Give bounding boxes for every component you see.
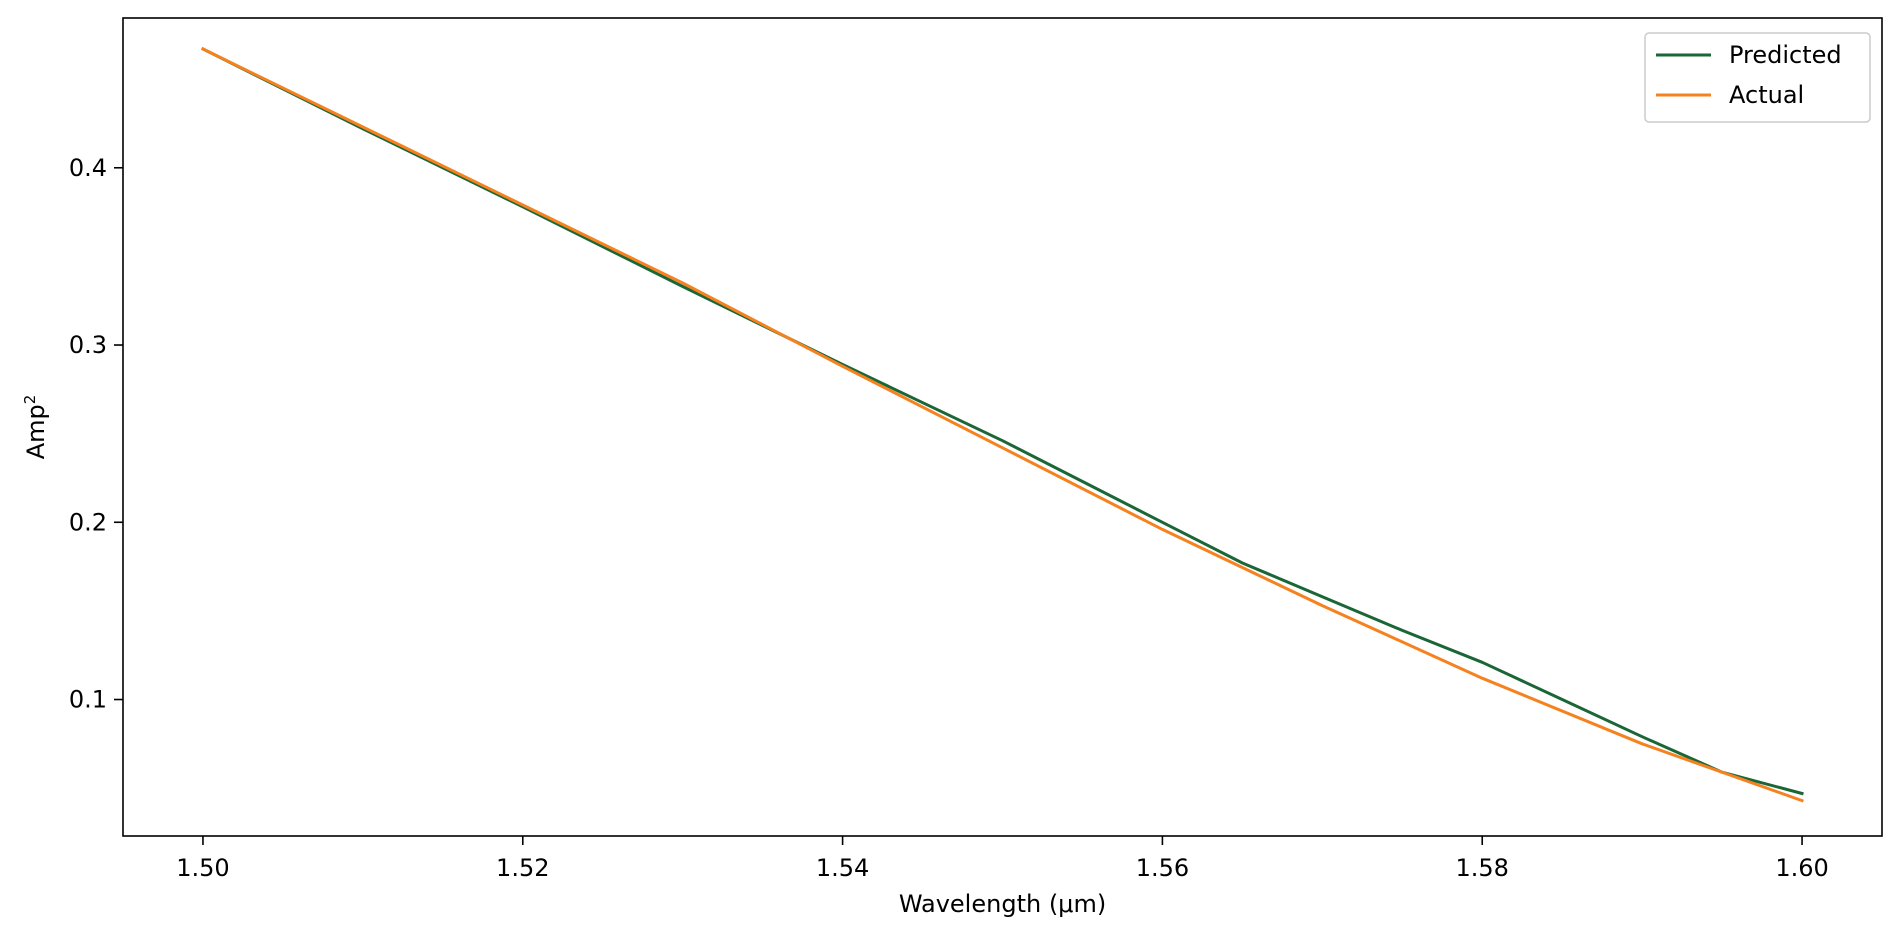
series-line-predicted — [200, 46, 1804, 796]
x-tick-label: 1.60 — [1775, 854, 1828, 882]
x-tick-label: 1.50 — [176, 854, 229, 882]
axes-frame — [122, 17, 1883, 837]
y-axis-ticks: 0.1 0.2 0.3 0.4 — [69, 154, 123, 714]
y-tick-label: 0.4 — [69, 154, 107, 182]
y-tick-label: 0.3 — [69, 331, 107, 359]
y-axis-label-base: Amp — [22, 404, 50, 459]
y-tick-label: 0.2 — [69, 508, 107, 536]
legend-label-predicted: Predicted — [1729, 41, 1842, 69]
x-tick-label: 1.52 — [496, 854, 549, 882]
y-tick-label: 0.1 — [69, 686, 107, 714]
legend: Predicted Actual — [1644, 32, 1871, 123]
x-tick-label: 1.58 — [1456, 854, 1509, 882]
x-tick-label: 1.56 — [1136, 854, 1189, 882]
y-axis-label: Amp2 — [21, 395, 50, 460]
legend-label-actual: Actual — [1729, 81, 1804, 109]
series-layer — [200, 46, 1804, 803]
x-tick-label: 1.54 — [816, 854, 869, 882]
x-axis-ticks: 1.50 1.52 1.54 1.56 1.58 1.60 — [176, 836, 1829, 882]
x-axis-label: Wavelength (μm) — [899, 890, 1106, 918]
series-line-actual — [200, 46, 1804, 803]
y-axis-label-superscript: 2 — [21, 395, 39, 405]
